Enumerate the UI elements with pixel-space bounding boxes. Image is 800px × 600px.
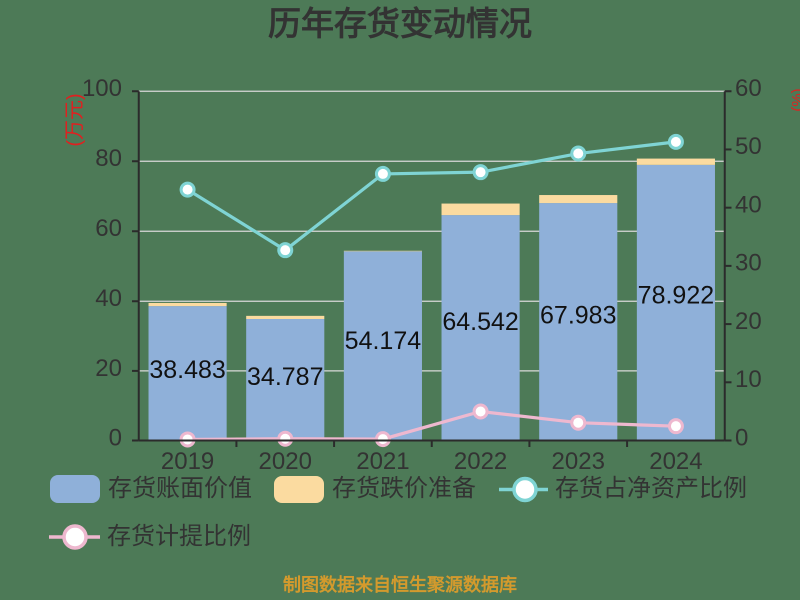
- svg-text:2020: 2020: [259, 448, 312, 475]
- svg-text:50: 50: [735, 133, 762, 160]
- svg-text:20: 20: [735, 308, 762, 335]
- svg-text:10: 10: [735, 366, 762, 393]
- svg-text:38.483: 38.483: [149, 356, 225, 384]
- svg-text:2019: 2019: [161, 448, 214, 475]
- svg-text:历年存货变动情况: 历年存货变动情况: [268, 5, 532, 42]
- svg-text:40: 40: [735, 191, 762, 218]
- svg-text:60: 60: [95, 215, 122, 242]
- svg-text:2024: 2024: [649, 448, 702, 475]
- svg-text:2021: 2021: [356, 448, 409, 475]
- svg-text:100: 100: [82, 75, 122, 102]
- svg-text:存货账面价值: 存货账面价值: [108, 475, 252, 502]
- svg-text:0: 0: [735, 425, 748, 452]
- svg-text:54.174: 54.174: [345, 327, 422, 355]
- svg-text:20: 20: [95, 355, 122, 382]
- svg-text:存货计提比例: 存货计提比例: [107, 523, 251, 550]
- svg-text:40: 40: [95, 285, 122, 312]
- svg-text:64.542: 64.542: [442, 308, 518, 336]
- svg-text:80: 80: [95, 145, 122, 172]
- svg-text:0: 0: [109, 425, 122, 452]
- svg-text:存货占净资产比例: 存货占净资产比例: [555, 475, 747, 502]
- svg-text:2023: 2023: [552, 448, 605, 475]
- svg-text:(%): (%): [789, 88, 800, 111]
- svg-text:78.922: 78.922: [638, 281, 714, 309]
- svg-text:(万元): (万元): [64, 93, 86, 146]
- svg-text:67.983: 67.983: [540, 302, 616, 330]
- svg-text:存货跌价准备: 存货跌价准备: [332, 475, 476, 502]
- svg-text:30: 30: [735, 250, 762, 277]
- svg-text:34.787: 34.787: [247, 363, 323, 391]
- svg-text:2022: 2022: [454, 448, 507, 475]
- svg-text:制图数据来自恒生聚源数据库: 制图数据来自恒生聚源数据库: [283, 574, 517, 595]
- svg-text:60: 60: [735, 75, 762, 102]
